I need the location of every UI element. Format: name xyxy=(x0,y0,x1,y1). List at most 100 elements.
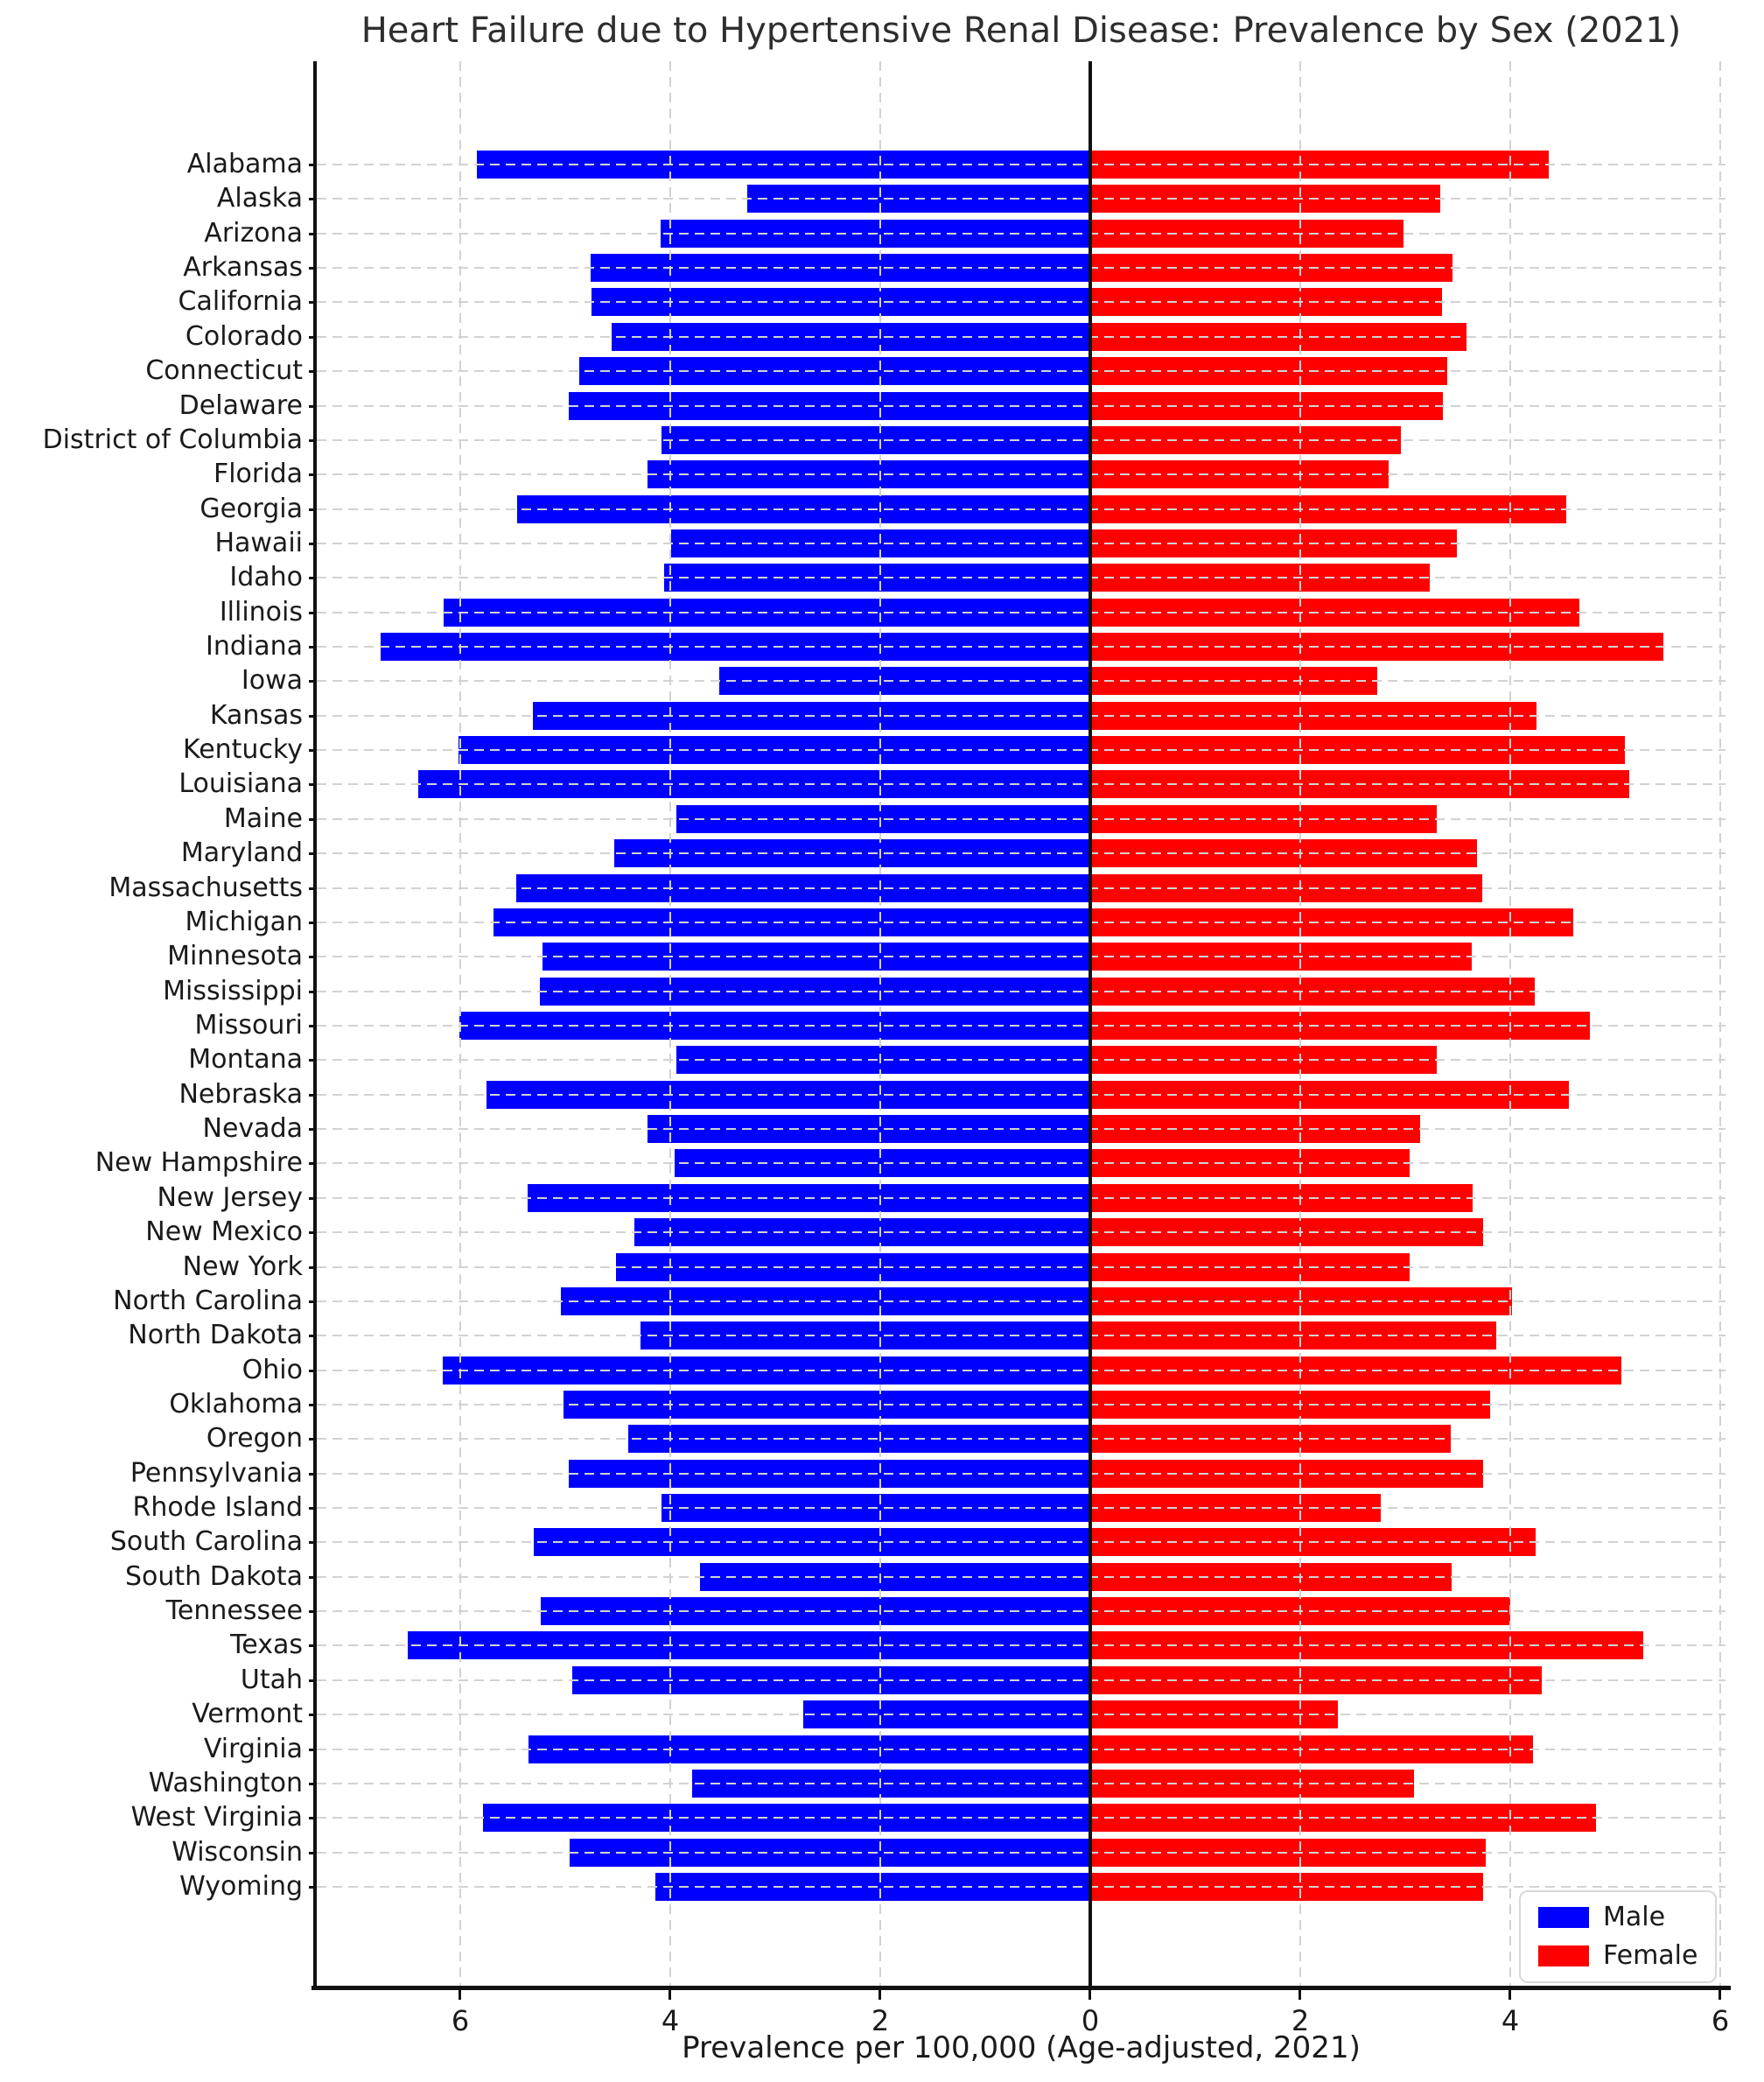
y-gridline xyxy=(317,1300,1726,1302)
y-tick xyxy=(309,1438,317,1441)
x-tick xyxy=(1298,1990,1301,2000)
y-tick-label: Wyoming xyxy=(179,1871,303,1902)
y-gridline xyxy=(317,1266,1726,1268)
y-gridline xyxy=(317,818,1726,820)
y-tick-label: West Virginia xyxy=(130,1802,303,1833)
y-tick xyxy=(309,1852,317,1854)
y-tick-label: Missouri xyxy=(194,1010,303,1041)
y-tick-label: Tennessee xyxy=(165,1595,303,1626)
y-tick xyxy=(309,1610,317,1613)
y-tick xyxy=(309,1025,317,1027)
y-tick xyxy=(309,1749,317,1751)
y-tick-label: Ohio xyxy=(242,1355,303,1385)
y-tick-label: South Carolina xyxy=(109,1526,303,1557)
y-tick xyxy=(309,646,317,648)
y-tick xyxy=(309,1404,317,1406)
y-gridline xyxy=(317,439,1726,441)
y-gridline xyxy=(317,1852,1726,1854)
x-tick xyxy=(1088,1990,1091,2000)
y-tick-label: Texas xyxy=(230,1630,303,1660)
y-tick-label: Maine xyxy=(223,803,303,834)
y-gridline xyxy=(317,233,1726,235)
y-tick xyxy=(309,577,317,579)
y-gridline xyxy=(317,922,1726,923)
y-tick-label: Georgia xyxy=(200,494,303,524)
y-tick xyxy=(309,439,317,442)
y-tick-label: South Dakota xyxy=(124,1561,303,1592)
y-tick-label: Pennsylvania xyxy=(130,1458,303,1489)
x-tick-label: 2 xyxy=(871,2004,890,2037)
y-tick-label: Oregon xyxy=(206,1423,303,1454)
y-gridline xyxy=(317,1335,1726,1336)
y-tick-label: Rhode Island xyxy=(132,1492,303,1523)
y-tick-label: Wisconsin xyxy=(172,1837,303,1868)
y-tick-label: Michigan xyxy=(185,907,303,937)
y-gridline xyxy=(317,1128,1726,1130)
y-gridline xyxy=(317,956,1726,957)
y-tick xyxy=(309,783,317,786)
y-gridline xyxy=(317,267,1726,269)
y-tick-label: Nevada xyxy=(202,1113,303,1144)
y-gridline xyxy=(317,715,1726,717)
y-tick xyxy=(309,1128,317,1131)
y-tick-label: Oklahoma xyxy=(169,1389,303,1420)
y-tick-label: Massachusetts xyxy=(108,873,303,903)
y-tick-label: Montana xyxy=(188,1044,303,1075)
y-gridline xyxy=(317,577,1726,578)
y-tick-label: Maryland xyxy=(180,838,303,868)
y-gridline xyxy=(317,1162,1726,1164)
y-tick-label: New Mexico xyxy=(145,1216,303,1247)
y-tick xyxy=(309,1783,317,1785)
x-tick-label: 2 xyxy=(1291,2004,1310,2037)
y-gridline xyxy=(317,1783,1726,1784)
legend-label-male: Male xyxy=(1603,1902,1666,1932)
y-tick-label: Idaho xyxy=(229,562,303,592)
y-gridline xyxy=(317,164,1726,165)
y-gridline xyxy=(317,543,1726,544)
x-tick xyxy=(668,1990,671,2000)
y-gridline xyxy=(317,1025,1726,1027)
y-tick xyxy=(309,680,317,683)
y-tick xyxy=(309,370,317,373)
y-tick xyxy=(309,852,317,855)
x-tick xyxy=(1508,1990,1511,2000)
y-tick xyxy=(309,1197,317,1200)
y-tick-label: Colorado xyxy=(185,321,303,352)
x-tick xyxy=(1718,1990,1721,2000)
y-tick-label: North Dakota xyxy=(128,1320,303,1350)
y-tick xyxy=(309,956,317,958)
legend-entry-female: Female xyxy=(1538,1943,1698,1969)
y-tick-label: New York xyxy=(182,1251,303,1282)
y-tick xyxy=(309,612,317,614)
y-tick xyxy=(309,1266,317,1269)
y-tick-label: Illinois xyxy=(219,597,303,627)
y-tick xyxy=(309,715,317,718)
y-tick-label: Hawaii xyxy=(214,528,303,558)
y-tick-label: New Jersey xyxy=(157,1182,303,1213)
y-tick-label: Louisiana xyxy=(178,768,303,799)
y-tick-label: Mississippi xyxy=(163,976,303,1006)
y-tick xyxy=(309,301,317,304)
y-tick xyxy=(309,1714,317,1716)
y-gridline xyxy=(317,336,1726,338)
zero-line xyxy=(1088,61,1092,1988)
y-gridline xyxy=(317,646,1726,648)
y-tick-label: Arkansas xyxy=(183,252,303,283)
y-tick xyxy=(309,1162,317,1165)
y-tick-label: Delaware xyxy=(178,390,303,421)
y-gridline xyxy=(317,680,1726,682)
legend: Male Female xyxy=(1519,1890,1718,1983)
y-gridline xyxy=(317,1817,1726,1819)
y-tick-label: Washington xyxy=(148,1768,303,1798)
y-tick xyxy=(309,198,317,200)
y-gridline xyxy=(317,1749,1726,1750)
y-tick xyxy=(309,1059,317,1062)
y-tick xyxy=(309,1576,317,1579)
y-tick-label: Nebraska xyxy=(178,1079,303,1110)
y-gridline xyxy=(317,370,1726,372)
y-tick xyxy=(309,336,317,339)
y-tick xyxy=(309,1231,317,1234)
y-gridline xyxy=(317,301,1726,303)
y-tick-label: Alabama xyxy=(186,149,303,179)
y-tick-label: Indiana xyxy=(205,631,303,662)
